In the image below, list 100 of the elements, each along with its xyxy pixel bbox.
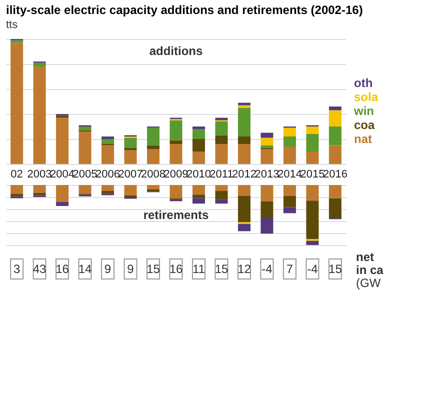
bar: [283, 146, 296, 164]
text: (GW: [356, 276, 382, 290]
bar: [260, 185, 274, 202]
bar: [56, 115, 69, 118]
bar: [283, 136, 296, 146]
bar: [328, 126, 342, 146]
bar: [238, 136, 250, 144]
bar: [306, 126, 319, 134]
series-label: oth: [354, 76, 373, 90]
bar: [260, 201, 274, 218]
bar: [306, 240, 319, 245]
bar: [328, 145, 342, 164]
bar: [102, 139, 114, 144]
bar: [260, 132, 274, 138]
x-tick-label: 2004: [50, 168, 75, 180]
chart-title: ility-scale electric capacity additions and retirements (2002-16): [6, 3, 363, 17]
series-label: sola: [354, 90, 378, 104]
data-label: 15: [146, 262, 160, 276]
bar: [33, 66, 46, 164]
bar: [215, 122, 228, 136]
bar: [33, 185, 46, 193]
bar: [78, 132, 92, 164]
bar: [306, 200, 319, 239]
x-tick-label: 2006: [96, 168, 120, 180]
bar: [283, 196, 296, 208]
data-label: -4: [307, 262, 318, 276]
bar: [10, 185, 24, 194]
x-tick-label: 2012: [232, 168, 256, 180]
data-label: 14: [78, 262, 92, 276]
bar: [170, 185, 182, 198]
bar: [124, 148, 137, 150]
bar: [56, 202, 69, 206]
bar: [33, 62, 46, 66]
text: coa: [354, 118, 376, 132]
bar: [283, 185, 296, 196]
data-label: 16: [169, 262, 183, 276]
bar: [328, 110, 342, 126]
bar: [56, 118, 69, 164]
bar: [215, 191, 228, 200]
data-label: 43: [32, 262, 47, 276]
x-tick-label: 2011: [210, 168, 234, 180]
data-label: 11: [192, 262, 206, 276]
annotation: additions: [149, 44, 203, 58]
bar: [192, 194, 205, 198]
text: in ca: [356, 263, 384, 277]
x-tick-label: 02: [10, 168, 23, 180]
bar: [56, 185, 69, 202]
bar: [192, 139, 205, 152]
bar: [192, 185, 205, 195]
x-tick-label: 2005: [72, 168, 98, 180]
bar: [328, 198, 342, 218]
bar: [192, 152, 205, 164]
bar: [215, 144, 228, 164]
x-tick-label: 2007: [118, 168, 143, 180]
bar: [124, 150, 137, 164]
bar: [170, 140, 182, 144]
bar: [147, 128, 160, 146]
bar: [328, 185, 342, 198]
bar: [306, 152, 319, 164]
bar: [238, 196, 250, 222]
bar: [124, 185, 137, 196]
bar: [238, 105, 250, 108]
bar: [260, 149, 274, 164]
bar: [238, 102, 250, 106]
x-tick-label: 2010: [186, 168, 211, 180]
bar: [238, 108, 250, 136]
bar: [192, 198, 205, 204]
x-tick-label: 2015: [300, 168, 325, 180]
bar: [78, 185, 92, 194]
bar: [306, 134, 319, 152]
bar: [147, 185, 160, 190]
bar: [260, 145, 274, 148]
x-tick-label: 2014: [277, 168, 302, 180]
bar: [102, 145, 114, 164]
data-label: 7: [286, 262, 294, 276]
bar: [283, 128, 296, 136]
data-label: -4: [262, 262, 273, 276]
bar: [78, 126, 92, 130]
bar: [215, 199, 228, 204]
x-tick-label: 2016: [322, 168, 348, 180]
x-tick-label: 2003: [27, 168, 52, 180]
bar: [260, 218, 274, 234]
bar: [260, 138, 274, 146]
x-tick-label: 2013: [254, 168, 280, 180]
bar: [102, 185, 114, 191]
bar: [170, 144, 182, 164]
bar: [10, 42, 24, 164]
bar: [215, 185, 228, 191]
data-label: 12: [238, 262, 252, 276]
bar: [170, 120, 182, 140]
bar: [192, 129, 205, 139]
bar: [10, 40, 24, 43]
bar: [283, 207, 296, 214]
bar: [238, 224, 250, 232]
bar: [238, 185, 250, 196]
data-label: 15: [214, 262, 228, 276]
series-label: win: [353, 104, 374, 118]
x-tick-label: 2008: [141, 168, 166, 180]
bar: [147, 149, 160, 164]
data-label: 3: [13, 262, 20, 276]
